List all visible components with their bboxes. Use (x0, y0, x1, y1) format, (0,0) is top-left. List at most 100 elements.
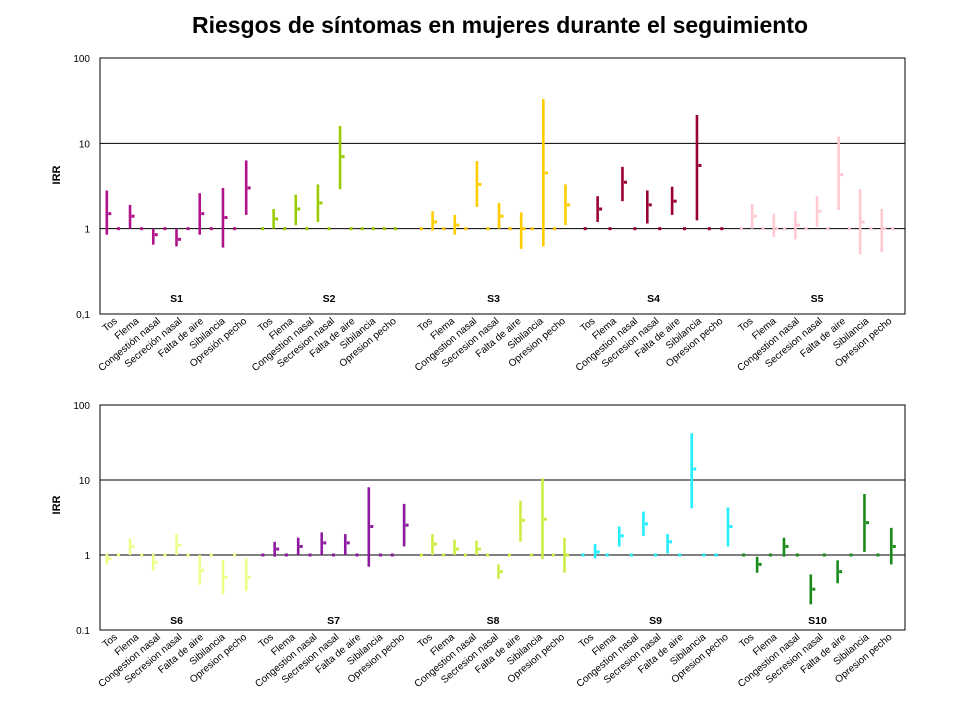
point-estimate (693, 467, 697, 471)
reference-point (702, 553, 706, 557)
reference-point (683, 227, 687, 231)
reference-point (761, 227, 765, 231)
point-estimate (434, 542, 437, 546)
reference-point (583, 227, 587, 231)
reference-point (163, 227, 167, 231)
point-estimate (434, 220, 438, 224)
reference-point (261, 227, 265, 231)
point-estimate (224, 216, 228, 220)
group-label: S3 (487, 293, 500, 305)
reference-point (508, 227, 512, 231)
reference-point (769, 553, 773, 557)
y-tick-label: 10 (79, 139, 91, 150)
reference-point (464, 227, 468, 231)
reference-point (707, 227, 711, 231)
point-estimate (812, 587, 816, 591)
reference-point (530, 227, 534, 231)
point-estimate (500, 214, 504, 218)
reference-point (140, 553, 144, 557)
point-estimate (698, 163, 702, 167)
y-tick-label: 100 (73, 401, 90, 412)
reference-point (605, 553, 609, 557)
point-estimate (865, 521, 869, 525)
y-tick-label: 100 (73, 54, 90, 65)
point-estimate (673, 199, 677, 203)
reference-point (530, 553, 533, 557)
reference-point (869, 227, 873, 231)
point-estimate (522, 518, 525, 522)
reference-point (720, 227, 724, 231)
plot-frame (99, 404, 906, 631)
point-estimate (299, 544, 303, 548)
point-estimate (729, 524, 733, 528)
reference-point (420, 553, 423, 557)
reference-point (678, 553, 682, 557)
y-tick-label: 0.1 (76, 626, 90, 637)
point-estimate (201, 569, 205, 573)
point-estimate (669, 540, 673, 544)
point-estimate (796, 223, 800, 227)
reference-point (233, 227, 237, 231)
reference-point (508, 553, 511, 557)
reference-point (283, 227, 287, 231)
point-estimate (644, 522, 648, 526)
group-label: S6 (170, 615, 183, 627)
point-estimate (544, 171, 548, 175)
reference-point (739, 227, 743, 231)
point-estimate (596, 550, 600, 554)
point-estimate (818, 209, 822, 213)
group-label: S9 (649, 615, 662, 627)
reference-point (308, 553, 312, 557)
reference-point (349, 227, 353, 231)
reference-point (360, 227, 364, 231)
point-estimate (154, 233, 158, 237)
reference-point (233, 553, 237, 557)
reference-point (581, 553, 585, 557)
reference-point (382, 227, 386, 231)
point-estimate (319, 201, 323, 205)
reference-point (658, 227, 662, 231)
y-axis-label: IRR (51, 165, 63, 184)
group-label: S10 (808, 615, 827, 627)
reference-point (209, 553, 213, 557)
reference-point (442, 553, 445, 557)
point-estimate (341, 155, 345, 159)
reference-point (654, 553, 657, 557)
point-estimate (623, 180, 627, 184)
point-estimate (247, 186, 251, 190)
reference-point (327, 227, 331, 231)
reference-point (783, 227, 787, 231)
point-estimate (861, 220, 865, 224)
point-estimate (620, 534, 624, 538)
group-label: S4 (647, 293, 660, 305)
reference-point (332, 553, 335, 557)
point-estimate (883, 227, 887, 231)
group-label: S5 (811, 293, 824, 305)
reference-point (116, 227, 120, 231)
reference-point (822, 553, 826, 557)
y-tick-label: 1 (84, 225, 90, 236)
reference-point (849, 553, 853, 557)
point-estimate (753, 214, 757, 218)
point-estimate (131, 544, 135, 548)
point-estimate (405, 523, 409, 527)
reference-point (795, 553, 799, 557)
point-estimate (131, 214, 135, 218)
reference-point (393, 227, 397, 231)
reference-point (284, 553, 288, 557)
reference-point (876, 553, 880, 557)
reference-point (633, 227, 637, 231)
reference-point (420, 227, 424, 231)
point-estimate (456, 547, 459, 551)
point-estimate (178, 543, 181, 547)
reference-point (116, 553, 120, 557)
point-estimate (648, 203, 652, 207)
reference-point (552, 227, 556, 231)
plot-frame (99, 57, 906, 315)
reference-point (629, 553, 633, 557)
reference-point (163, 553, 167, 557)
reference-point (804, 227, 808, 231)
point-estimate (346, 541, 350, 545)
